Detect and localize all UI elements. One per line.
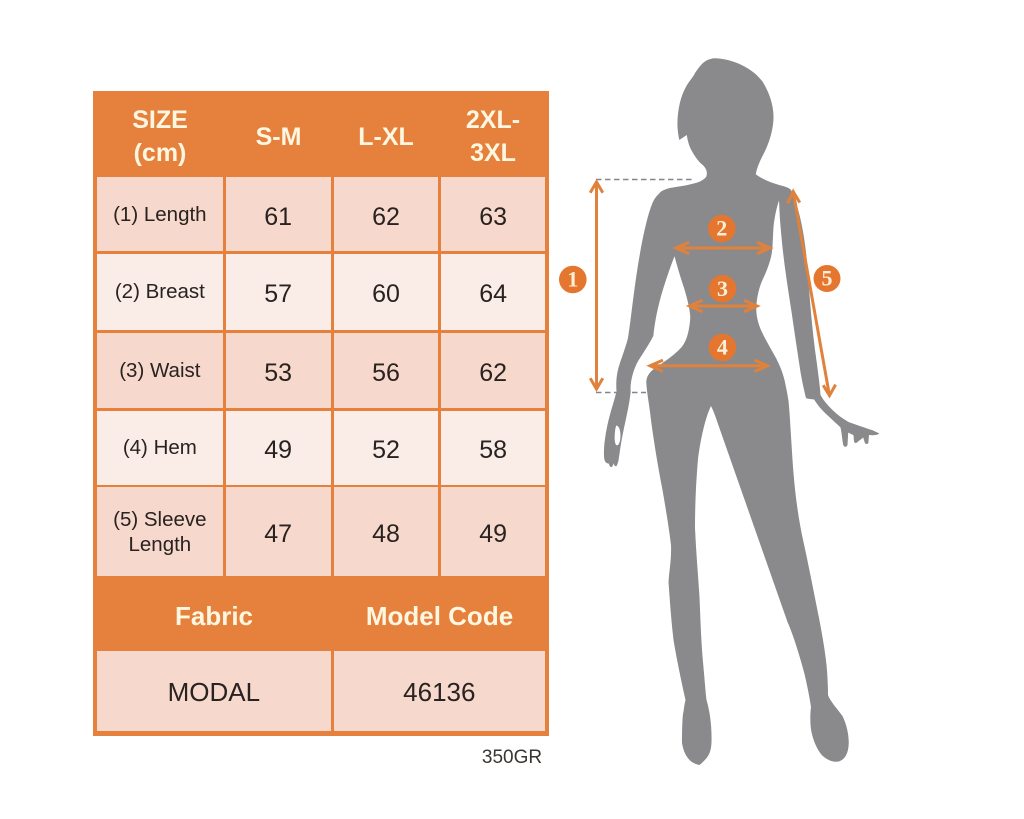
svg-text:4: 4 — [717, 335, 728, 360]
svg-text:3: 3 — [717, 276, 728, 301]
svg-text:1: 1 — [567, 267, 578, 292]
svg-text:5: 5 — [822, 266, 833, 291]
svg-text:2: 2 — [716, 216, 727, 241]
